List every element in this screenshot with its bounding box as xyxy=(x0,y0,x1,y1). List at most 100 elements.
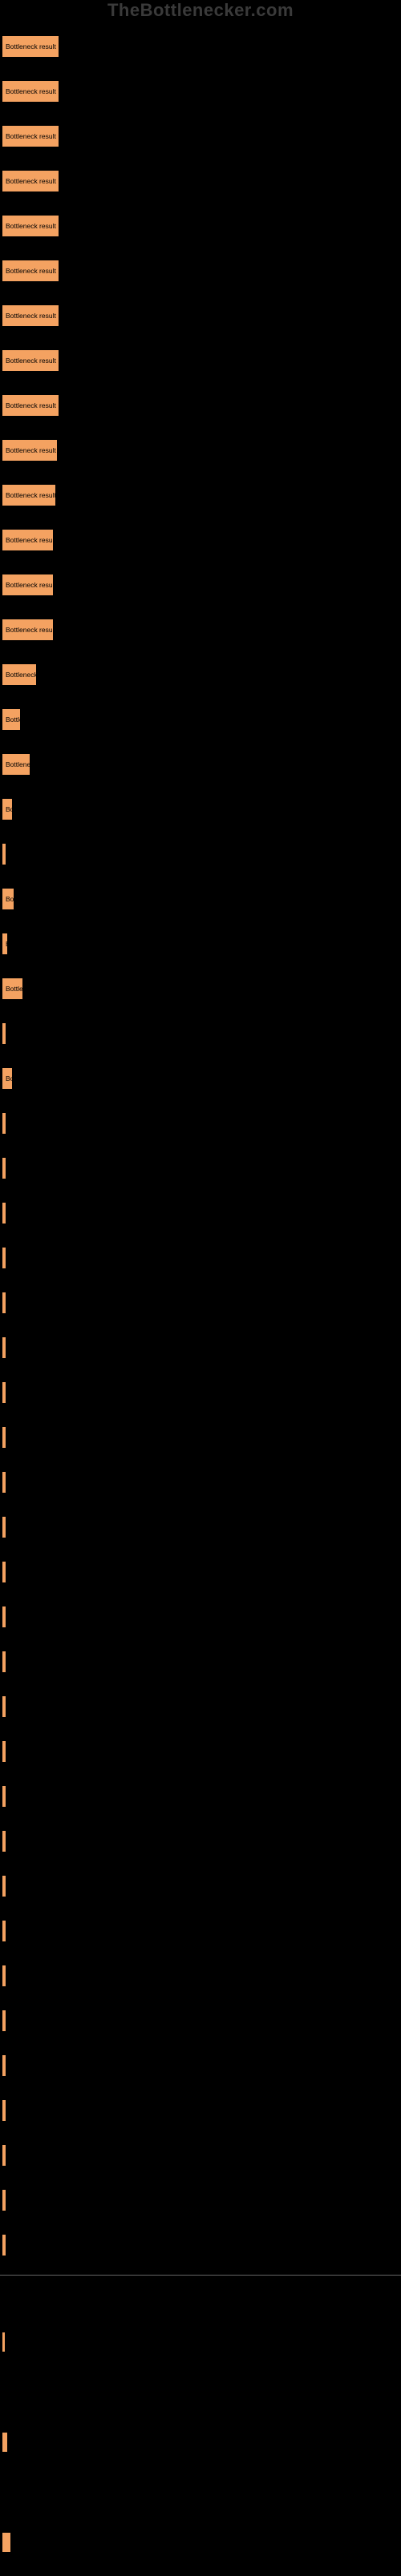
bar-text: Bottleneck result xyxy=(6,267,56,275)
bar-text: Bottleneck result xyxy=(6,222,56,230)
legend-row xyxy=(0,2532,401,2576)
bar[interactable]: Bottleneck result xyxy=(2,708,21,731)
bar-row: Bottleneck result xyxy=(0,832,401,876)
bar-text: Bottleneck result xyxy=(6,357,56,365)
bar[interactable]: Bottleneck result xyxy=(2,2054,6,2077)
bar[interactable]: Bottleneck result xyxy=(2,125,59,147)
bar-row: Bottleneck result xyxy=(0,1280,401,1324)
bar-row: Bottleneck result xyxy=(0,1819,401,1863)
bar[interactable]: Bottleneck result xyxy=(2,439,58,462)
bar[interactable]: Bottleneck result xyxy=(2,1292,6,1314)
bar-row: Bottleneck result xyxy=(0,1101,401,1145)
bar-row: Bottleneck result xyxy=(0,1236,401,1280)
bar-row: Bottleneck result xyxy=(0,697,401,741)
bar-row: Bottleneck result xyxy=(0,1998,401,2042)
bar[interactable]: Bottleneck result xyxy=(2,1247,6,1269)
bar-row: Bottleneck result xyxy=(0,1550,401,1594)
bar-row: Bottleneck result xyxy=(0,1729,401,1773)
bar[interactable]: Bottleneck result xyxy=(2,215,59,237)
bar[interactable]: Bottleneck result xyxy=(2,933,8,955)
bar[interactable]: Bottleneck result xyxy=(2,1157,6,1179)
bar[interactable]: Bottleneck result xyxy=(2,35,59,58)
bar[interactable]: Bottleneck result xyxy=(2,753,30,776)
bar[interactable]: Bottleneck result xyxy=(2,80,59,103)
bar[interactable]: Bottleneck result xyxy=(2,349,59,372)
legend-row xyxy=(0,2332,401,2376)
bar[interactable]: Bottleneck result xyxy=(2,1920,6,1942)
bar-text: Bottleneck result xyxy=(6,760,30,768)
bar-row: Bottleneck result xyxy=(0,24,401,68)
bar[interactable]: Bottleneck result xyxy=(2,1561,6,1583)
bar[interactable]: Bottleneck result xyxy=(2,1830,6,1852)
bar[interactable]: Bottleneck result xyxy=(2,1336,6,1359)
bar-row: Bottleneck result xyxy=(0,1864,401,1908)
bar[interactable]: Bottleneck result xyxy=(2,888,14,910)
bar-row: Bottleneck result xyxy=(0,1011,401,1055)
bar[interactable]: Bottleneck result xyxy=(2,1381,6,1404)
bar-row: Bottleneck result xyxy=(0,966,401,1010)
bar-row: Bottleneck result xyxy=(0,1684,401,1728)
chart-container: Bottleneck result Bottleneck result Bottle… xyxy=(0,0,401,2576)
bar[interactable]: Bottleneck result xyxy=(2,978,23,1000)
bar-row: Bottleneck result xyxy=(0,2043,401,2087)
bar[interactable]: Bottleneck result xyxy=(2,619,54,641)
bar[interactable]: Bottleneck result xyxy=(2,1965,6,1987)
bar-row: Bottleneck result xyxy=(0,248,401,292)
bar-row: Bottleneck result xyxy=(0,1909,401,1953)
bar[interactable]: Bottleneck result xyxy=(2,2189,6,2211)
bar-row: Bottleneck result xyxy=(0,204,401,248)
bar[interactable]: Bottleneck result xyxy=(2,394,59,417)
bar[interactable]: Bottleneck result xyxy=(2,529,54,551)
bar-text: Bottleneck result xyxy=(6,626,54,634)
legend-bar xyxy=(2,2332,6,2352)
bar[interactable]: Bottleneck result xyxy=(2,2144,6,2167)
bar[interactable]: Bottleneck result xyxy=(2,1471,6,1494)
bar[interactable]: Bottleneck result xyxy=(2,1202,6,1224)
bar[interactable]: Bottleneck result xyxy=(2,1606,6,1628)
bar[interactable]: Bottleneck result xyxy=(2,1516,6,1538)
bar[interactable]: Bottleneck result xyxy=(2,1022,6,1045)
bar-row: Bottleneck result xyxy=(0,787,401,831)
bar-row: Bottleneck result xyxy=(0,921,401,965)
bar[interactable]: Bottleneck result xyxy=(2,1740,6,1763)
bar-row: Bottleneck result xyxy=(0,1191,401,1235)
bar-row: Bottleneck result xyxy=(0,338,401,382)
bar[interactable]: Bottleneck result xyxy=(2,798,13,820)
bar-row: Bottleneck result xyxy=(0,2088,401,2132)
bar[interactable]: Bottleneck result xyxy=(2,1785,6,1808)
bar[interactable]: Bottleneck result xyxy=(2,1112,6,1135)
bar-text: Bottleneck result xyxy=(6,87,56,95)
bar-text: Bottleneck result xyxy=(6,312,56,320)
bar-text: Bottleneck result xyxy=(6,805,13,813)
bar[interactable]: Bottleneck result xyxy=(2,1875,6,1897)
bar[interactable]: Bottleneck result xyxy=(2,1695,6,1718)
bar[interactable]: Bottleneck result xyxy=(2,574,54,596)
bar[interactable]: Bottleneck result xyxy=(2,260,59,282)
bar[interactable]: Bottleneck result xyxy=(2,2010,6,2032)
bar-text: Bottleneck result xyxy=(6,491,56,499)
bar-text: Bottleneck result xyxy=(6,581,54,589)
bar[interactable]: Bottleneck result xyxy=(2,484,56,506)
bar-row: Bottleneck result xyxy=(0,877,401,921)
bar-text: Bottleneck result xyxy=(6,716,21,724)
legend-row xyxy=(0,2432,401,2476)
bar-row: Bottleneck result xyxy=(0,518,401,562)
bar[interactable]: Bottleneck result xyxy=(2,304,59,327)
bar-row: Bottleneck result xyxy=(0,1415,401,1459)
bar-row: Bottleneck result xyxy=(0,428,401,472)
bar[interactable]: Bottleneck result xyxy=(2,843,6,865)
bar[interactable]: Bottleneck result xyxy=(2,2234,6,2256)
axis-line xyxy=(0,2275,401,2276)
bar[interactable]: Bottleneck result xyxy=(2,1651,6,1673)
bar[interactable]: Bottleneck result xyxy=(2,1426,6,1449)
bar[interactable]: Bottleneck result xyxy=(2,2099,6,2122)
bar[interactable]: Bottleneck result xyxy=(2,170,59,192)
bar[interactable]: Bottleneck result xyxy=(2,663,37,686)
bar-text: Bottleneck result xyxy=(6,132,56,140)
bar-row: Bottleneck result xyxy=(0,114,401,158)
bar-row: Bottleneck result xyxy=(0,2178,401,2222)
bar-text: Bottleneck result xyxy=(6,940,8,948)
bar-row: Bottleneck result xyxy=(0,1594,401,1639)
bar[interactable]: Bottleneck result xyxy=(2,1067,13,1090)
bar-row: Bottleneck result xyxy=(0,1325,401,1369)
